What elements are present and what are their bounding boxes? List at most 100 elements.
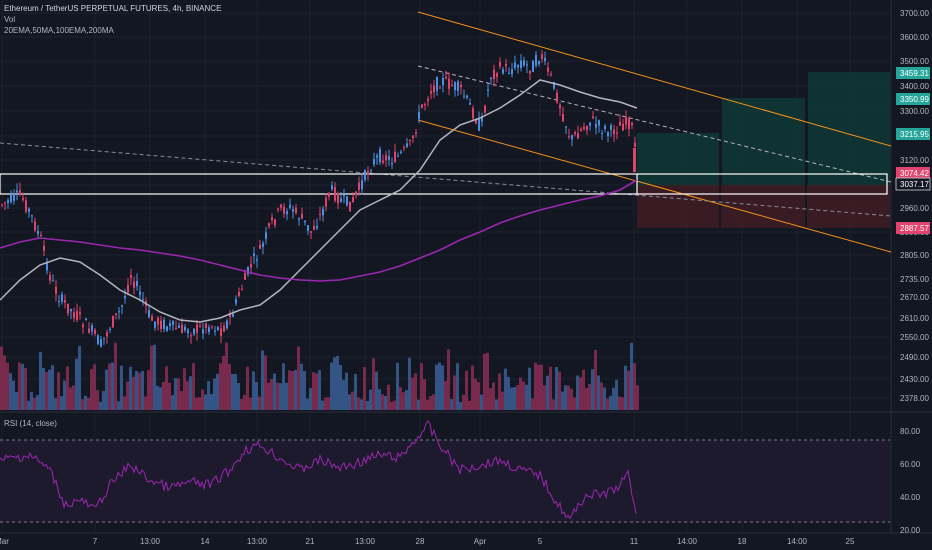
- volume-bar: [99, 401, 102, 410]
- volume-bar: [471, 365, 474, 410]
- price-badge: [896, 67, 930, 79]
- candle-down: [319, 213, 321, 216]
- volume-bar: [318, 370, 321, 410]
- candle-down: [358, 182, 360, 190]
- candle-down: [301, 213, 303, 219]
- volume-bar: [363, 367, 366, 410]
- volume-bar: [390, 401, 393, 410]
- candle-down: [493, 69, 495, 79]
- volume-bar: [252, 371, 255, 410]
- price-tick-label: 3300.00: [900, 107, 929, 116]
- candle-up: [58, 301, 60, 303]
- volume-bar: [405, 390, 408, 410]
- candle-down: [403, 147, 405, 149]
- candle-down: [244, 273, 246, 280]
- volume-bar: [129, 366, 132, 410]
- candle-down: [556, 92, 558, 103]
- volume-bar: [276, 382, 279, 410]
- volume-bar: [195, 397, 198, 410]
- time-tick-label: 13:00: [247, 537, 268, 546]
- candle-up: [379, 149, 381, 163]
- volume-bar: [33, 397, 36, 410]
- volume-bar: [120, 365, 123, 410]
- volume-bar: [396, 362, 399, 410]
- candle-up: [166, 326, 168, 331]
- candle-down: [130, 274, 132, 278]
- volume-bar: [612, 387, 615, 410]
- volume-bar: [426, 399, 429, 410]
- time-tick-label: 13:00: [355, 537, 376, 546]
- price-badge: [895, 177, 931, 191]
- volume-bar: [306, 398, 309, 410]
- volume-bar: [339, 364, 342, 410]
- volume-bar: [501, 391, 504, 410]
- volume-bar: [132, 376, 135, 410]
- ma50-line: [0, 79, 638, 323]
- candle-up: [523, 60, 525, 66]
- candle-up: [37, 231, 39, 234]
- candle-up: [571, 135, 573, 140]
- candle-down: [385, 155, 387, 161]
- volume-bar: [174, 378, 177, 410]
- candle-up: [370, 170, 372, 172]
- volume-bar: [597, 375, 600, 410]
- volume-bar: [0, 346, 3, 410]
- volume-bar: [525, 384, 528, 410]
- volume-bar: [153, 344, 156, 410]
- volume-bar: [534, 362, 537, 410]
- volume-bar: [9, 373, 12, 410]
- candle-down: [424, 103, 426, 105]
- candle-down: [619, 121, 621, 126]
- volume-bar: [456, 363, 459, 410]
- candle-down: [64, 300, 66, 303]
- candle-up: [481, 117, 483, 122]
- time-tick-label: 7: [93, 537, 98, 546]
- volume-bar: [57, 372, 60, 410]
- candle-up: [400, 151, 402, 154]
- candle-down: [616, 132, 618, 134]
- volume-bar: [447, 349, 450, 410]
- candle-down: [133, 281, 135, 288]
- volume-bar: [576, 375, 579, 410]
- candle-up: [391, 162, 393, 165]
- candle-up: [61, 294, 63, 302]
- price-tick-label: 2378.00: [900, 394, 929, 403]
- volume-bar: [627, 370, 630, 410]
- candle-down: [79, 312, 81, 315]
- candle-down: [475, 120, 477, 124]
- candle-down: [277, 208, 279, 210]
- candle-down: [175, 327, 177, 330]
- candle-down: [559, 104, 561, 109]
- volume-label: Vol: [4, 15, 16, 24]
- volume-bar: [150, 345, 153, 410]
- volume-bar: [285, 382, 288, 410]
- candle-up: [118, 311, 120, 313]
- price-badge-label: 3037.17: [900, 180, 929, 189]
- volume-bar: [258, 396, 261, 410]
- candle-up: [463, 95, 465, 97]
- volume-bar: [96, 390, 99, 410]
- candle-down: [445, 76, 447, 79]
- volume-bar: [513, 387, 516, 410]
- candle-down: [427, 98, 429, 102]
- rsi-line: [0, 420, 637, 520]
- candle-down: [310, 231, 312, 233]
- volume-bar: [423, 379, 426, 410]
- volume-bar: [204, 394, 207, 410]
- volume-bar: [321, 400, 324, 410]
- candle-down: [1, 204, 3, 206]
- candle-down: [112, 316, 114, 328]
- time-tick-label: 14:00: [677, 537, 698, 546]
- volume-bar: [354, 374, 357, 410]
- candle-up: [247, 266, 249, 275]
- volume-bar: [546, 375, 549, 410]
- candle-up: [256, 259, 258, 261]
- candle-down: [34, 221, 36, 231]
- volume-bar: [24, 368, 27, 410]
- volume-bar: [39, 351, 42, 410]
- volume-bar: [42, 367, 45, 410]
- candle-up: [265, 232, 267, 239]
- candle-up: [52, 280, 54, 282]
- candle-up: [187, 329, 189, 334]
